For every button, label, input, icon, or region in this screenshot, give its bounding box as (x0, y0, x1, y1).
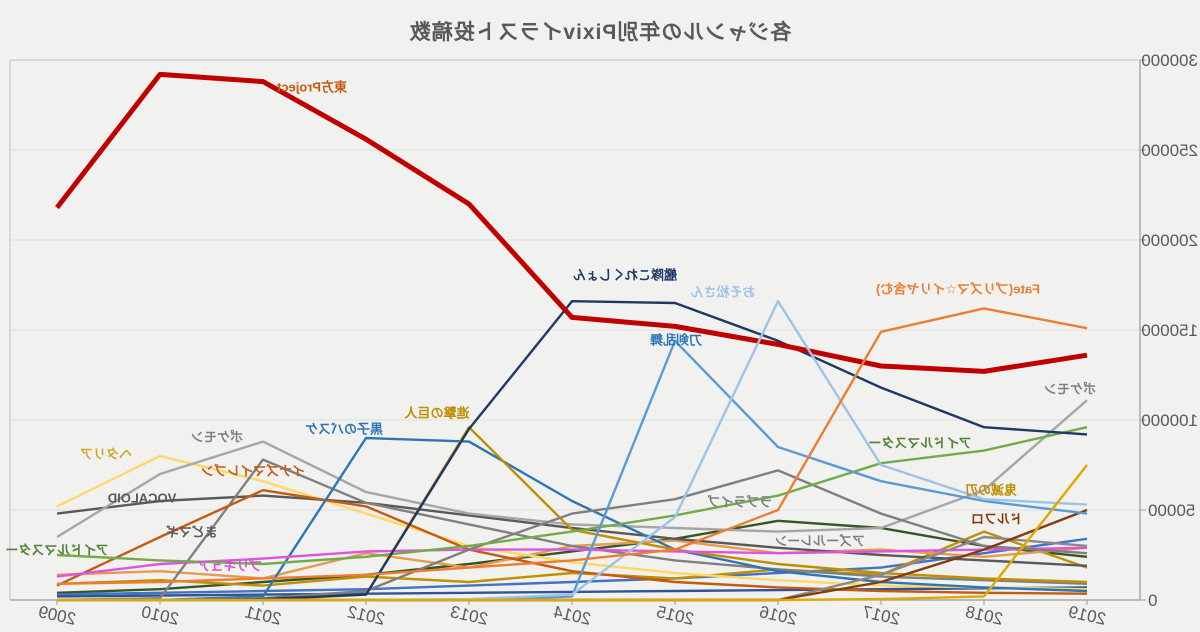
series-line (56, 586, 1088, 598)
series-line-Fate(プリズマ☆イリヤ含む) (56, 307, 1088, 585)
series-line-プリキュア (56, 546, 1088, 578)
series-line-イナズマイレブン (56, 489, 1088, 595)
series-label: アズールレーン (774, 533, 866, 549)
series-label: 進撃の巨人 (404, 405, 470, 421)
series-line-東方Project (55, 71, 1088, 374)
series-line (56, 530, 1088, 587)
series-label: ヘタリア (79, 446, 133, 462)
series-label: 鬼滅の刃 (964, 482, 1018, 498)
series-line-鬼滅の刃 (57, 464, 1088, 602)
y-tick-label: 100000 (1141, 411, 1198, 430)
y-tick-label: 300000 (1141, 51, 1198, 70)
series-label: 艦隊これくしょん (572, 267, 678, 283)
series-label: ポケモン (190, 429, 244, 445)
series-label: まどマギ (165, 524, 219, 540)
series-label: 黒子のバスケ (304, 421, 384, 437)
y-tick-label: 200000 (1141, 231, 1198, 250)
series-label: 東方Project (276, 79, 348, 95)
y-tick-label: 150000 (1141, 321, 1198, 340)
y-tick-label: 250000 (1141, 141, 1198, 160)
series-label: Fate(プリズマ☆イリヤ含む) (875, 281, 1041, 297)
series-label: おそ松さん (690, 284, 756, 300)
series-line-ポケモン (56, 399, 1088, 539)
series-line-ヘタリア (56, 454, 1088, 591)
series-label: ポケモン (1043, 381, 1097, 397)
series-label: ラブライブ (707, 494, 773, 510)
series-label: 刀剣乱舞 (649, 332, 703, 348)
y-tick-label: 50000 (1148, 501, 1196, 520)
series-label: アイドルマスター (868, 435, 972, 451)
series-line-VOCALOID (56, 494, 1088, 567)
series-label: VOCALOID (107, 490, 177, 506)
series-label: イナズマイレブン (201, 463, 305, 479)
series-label: プリキュア (197, 558, 263, 574)
series-label: ドルフロ (970, 511, 1024, 527)
series-label: アイドルマスター (5, 542, 109, 558)
chart-title: 各ジャンルの年別Pixivイラスト投稿数 (408, 21, 792, 44)
y-tick-label: 0 (1148, 591, 1158, 610)
series-line-アイドルマスター (56, 426, 1088, 566)
